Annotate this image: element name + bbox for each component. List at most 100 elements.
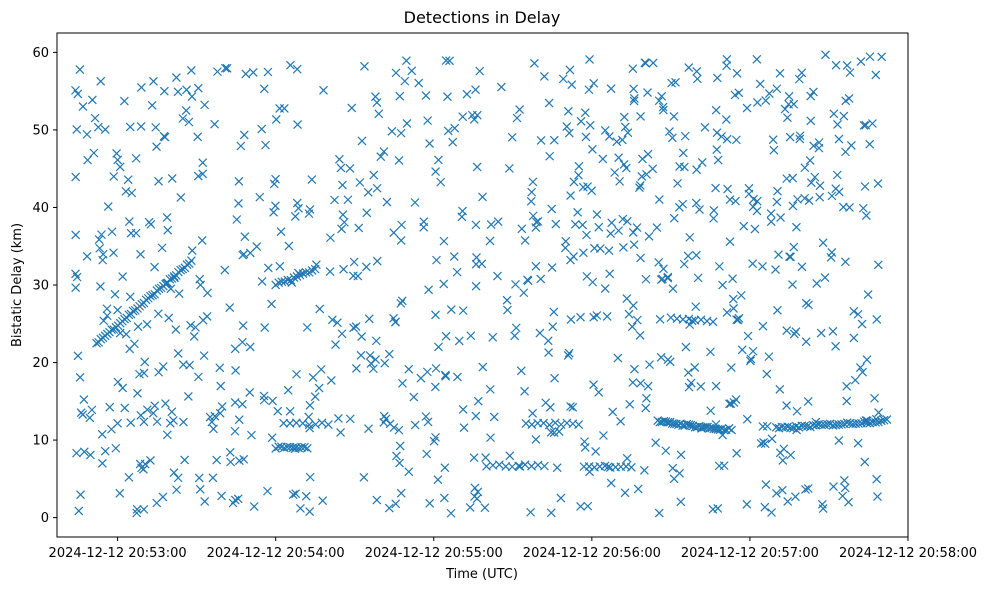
data-point <box>683 251 693 261</box>
data-point <box>637 171 647 181</box>
data-point <box>368 364 378 374</box>
data-point <box>842 396 852 406</box>
data-point <box>874 408 884 418</box>
data-point <box>423 116 433 126</box>
data-point <box>259 84 269 94</box>
data-point <box>543 336 553 346</box>
data-point <box>233 494 243 504</box>
data-point <box>711 381 721 391</box>
data-point <box>369 170 379 180</box>
data-point <box>873 492 882 501</box>
data-point <box>730 90 740 100</box>
data-point <box>829 482 838 492</box>
data-point <box>600 126 610 135</box>
data-point <box>135 369 144 379</box>
data-point <box>267 299 276 309</box>
data-point <box>758 321 768 331</box>
data-point <box>489 412 499 422</box>
data-point <box>445 56 454 66</box>
data-point <box>521 419 531 428</box>
data-point <box>323 420 333 430</box>
data-point <box>304 209 314 219</box>
data-point <box>494 460 504 470</box>
data-point <box>295 270 305 280</box>
data-point <box>162 430 172 440</box>
data-point <box>410 420 420 430</box>
data-point <box>115 488 125 498</box>
data-point <box>838 491 848 501</box>
data-point <box>410 198 420 207</box>
data-point <box>744 189 754 199</box>
data-point <box>600 284 610 294</box>
data-point <box>657 91 667 101</box>
data-point <box>138 464 148 474</box>
data-point <box>357 332 367 341</box>
data-point <box>307 266 317 275</box>
data-point <box>167 174 177 183</box>
data-point <box>488 332 498 342</box>
data-point <box>496 82 506 92</box>
data-point <box>774 250 783 260</box>
data-point <box>550 373 559 383</box>
data-point <box>217 491 226 501</box>
data-point <box>673 178 683 188</box>
data-point <box>163 225 173 235</box>
data-point <box>225 303 235 312</box>
data-point <box>831 184 841 194</box>
data-point <box>804 300 813 310</box>
data-point <box>422 449 432 459</box>
data-point <box>269 179 279 189</box>
data-point <box>245 388 255 397</box>
data-point <box>633 484 643 494</box>
data-point <box>786 423 795 433</box>
data-point <box>659 264 668 274</box>
data-point <box>271 443 281 453</box>
data-point <box>585 120 595 130</box>
data-point <box>871 70 881 80</box>
data-point <box>792 222 801 232</box>
data-point <box>544 98 554 108</box>
data-point <box>600 461 610 471</box>
data-point <box>207 417 217 427</box>
data-point <box>119 96 129 106</box>
data-point <box>184 117 194 127</box>
data-point <box>308 373 318 382</box>
data-point <box>817 499 827 509</box>
data-point <box>200 497 210 506</box>
data-point <box>118 383 128 393</box>
data-point <box>493 217 503 227</box>
data-point <box>578 182 588 192</box>
data-point <box>581 132 591 142</box>
data-point <box>772 84 782 94</box>
data-point <box>711 183 720 193</box>
data-point <box>326 375 336 385</box>
data-point <box>556 493 566 503</box>
data-point <box>113 418 123 428</box>
data-point <box>520 236 530 245</box>
data-point <box>645 360 654 370</box>
data-point <box>158 492 168 502</box>
data-point <box>760 502 770 512</box>
data-point <box>859 120 869 130</box>
data-point <box>732 68 742 78</box>
data-point <box>473 487 483 497</box>
data-point <box>629 84 639 94</box>
data-point <box>643 88 652 98</box>
data-point <box>777 485 787 495</box>
data-point <box>544 420 554 430</box>
data-point <box>725 195 735 205</box>
data-point <box>678 199 688 209</box>
data-point <box>643 381 653 391</box>
data-point <box>795 134 805 144</box>
data-point <box>72 448 81 458</box>
data-point <box>578 248 588 258</box>
data-point <box>139 504 149 514</box>
data-point <box>245 248 255 258</box>
data-point <box>841 147 850 157</box>
data-point <box>397 296 407 306</box>
x-axis-title: Time (UTC) <box>445 567 518 582</box>
data-point <box>257 276 267 286</box>
data-point <box>782 401 792 411</box>
data-point <box>667 133 677 143</box>
data-point <box>446 508 456 518</box>
